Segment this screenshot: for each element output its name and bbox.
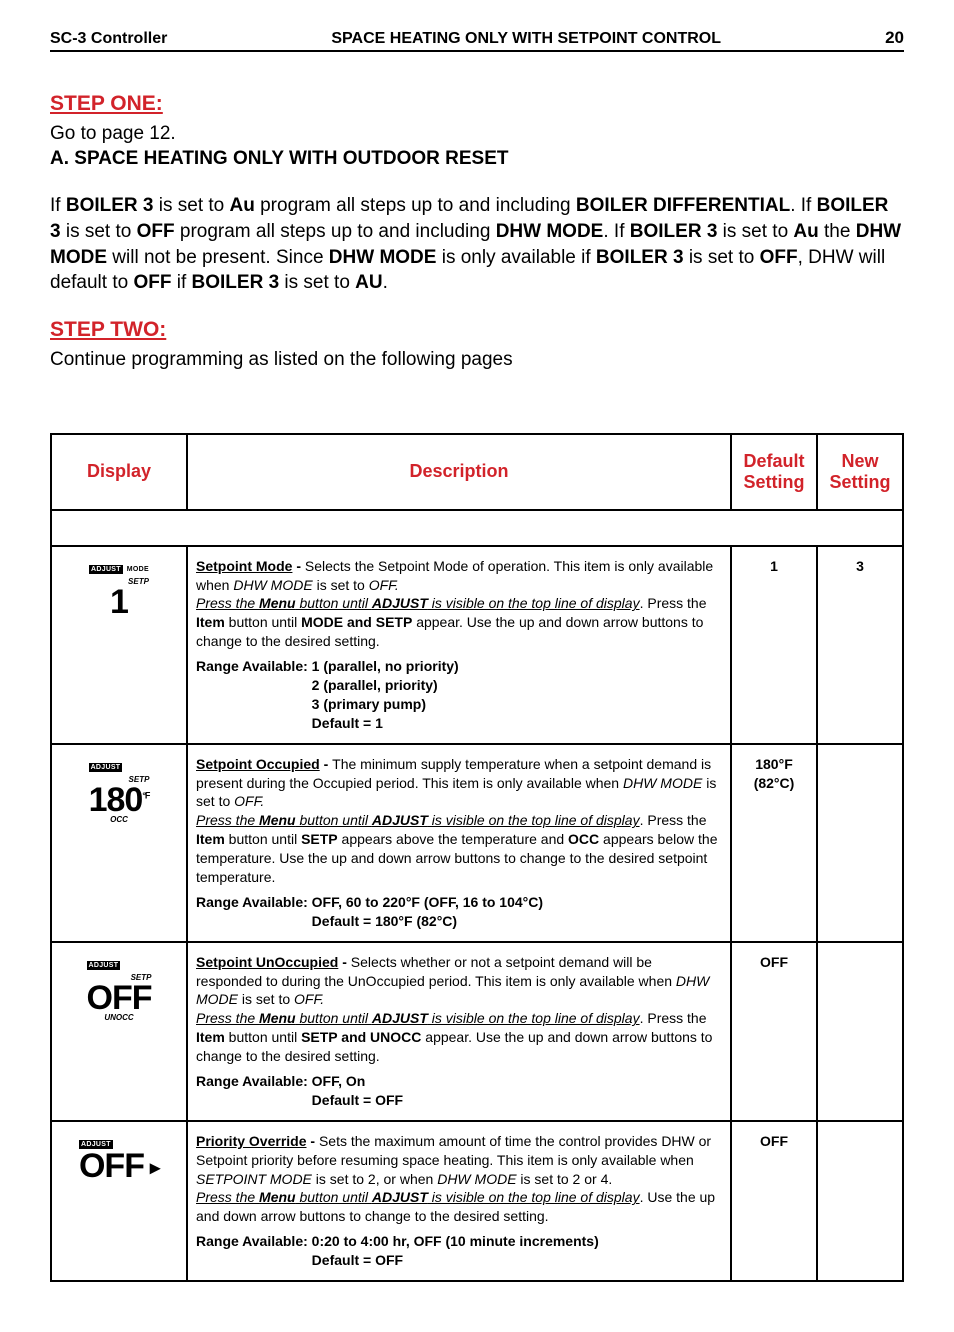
t: BOILER 3 <box>596 247 684 268</box>
t: program all steps up to and including <box>175 221 496 242</box>
description-cell: Setpoint Mode - Selects the Setpoint Mod… <box>187 546 731 744</box>
display-cell: ADJUST MODESETP1 <box>51 546 187 744</box>
new-setting-cell: 3 <box>817 546 903 744</box>
boiler-paragraph: If BOILER 3 is set to Au program all ste… <box>50 193 904 296</box>
default-setting-cell: 1 <box>731 546 817 744</box>
t: Au <box>230 195 255 216</box>
new-setting-cell <box>817 1121 903 1281</box>
table-row: ADJUSTSETPOFFUNOCC Setpoint UnOccupied - … <box>51 942 903 1121</box>
default-setting-cell: 180°F(82°C) <box>731 744 817 942</box>
t: OFF <box>137 221 175 242</box>
display-cell: ADJUSTSETPOFFUNOCC <box>51 942 187 1121</box>
header-page-number: 20 <box>885 28 904 48</box>
t: will not be present. Since <box>107 247 329 268</box>
step-one-heading: STEP ONE: <box>50 92 904 116</box>
t: is set to <box>61 221 137 242</box>
description-cell: Setpoint UnOccupied - Selects whether or… <box>187 942 731 1121</box>
step-one-subhead: A. SPACE HEATING ONLY WITH OUTDOOR RESET <box>50 148 509 169</box>
t: program all steps up to and including <box>255 195 576 216</box>
new-setting-cell <box>817 942 903 1121</box>
t: DHW MODE <box>329 247 437 268</box>
th-display: Display <box>51 434 187 510</box>
manual-page: SC-3 Controller SPACE HEATING ONLY WITH … <box>0 0 954 1332</box>
table-row: ADJUSTSETP180°FOCC Setpoint Occupied - Th… <box>51 744 903 942</box>
lcd-icon: ADJUSTSETP180°FOCC <box>89 755 150 826</box>
page-header: SC-3 Controller SPACE HEATING ONLY WITH … <box>50 28 904 52</box>
t: Au <box>793 221 818 242</box>
t: . <box>383 272 388 293</box>
table-row: ADJUST MODESETP1 Setpoint Mode - Selects … <box>51 546 903 744</box>
new-setting-cell <box>817 744 903 942</box>
t: . If <box>603 221 629 242</box>
t: . If <box>790 195 816 216</box>
step-two-heading: STEP TWO: <box>50 318 904 342</box>
t: OFF <box>133 272 171 293</box>
step-two-body: Continue programming as listed on the fo… <box>50 348 904 373</box>
description-cell: Priority Override - Sets the maximum amo… <box>187 1121 731 1281</box>
display-cell: ADJUSTOFF▸ <box>51 1121 187 1281</box>
t: is set to <box>153 195 229 216</box>
description-cell: Setpoint Occupied - The minimum supply t… <box>187 744 731 942</box>
table-header-row: Display Description Default Setting New … <box>51 434 903 510</box>
th-description: Description <box>187 434 731 510</box>
t: AU <box>355 272 382 293</box>
th-new: New Setting <box>817 434 903 510</box>
table-row: ADJUSTOFF▸ Priority Override - Sets the m… <box>51 1121 903 1281</box>
t: If <box>50 195 66 216</box>
lcd-icon: ADJUST MODESETP1 <box>89 557 149 620</box>
t: BOILER 3 <box>630 221 718 242</box>
step-one-body: Go to page 12. A. SPACE HEATING ONLY WIT… <box>50 122 904 171</box>
t: BOILER 3 <box>192 272 280 293</box>
t: BOILER DIFFERENTIAL <box>576 195 790 216</box>
th-default: Default Setting <box>731 434 817 510</box>
lcd-icon: ADJUSTSETPOFFUNOCC <box>87 953 152 1024</box>
t: if <box>171 272 191 293</box>
t: BOILER 3 <box>66 195 154 216</box>
t: is set to <box>684 247 760 268</box>
t: is set to <box>717 221 793 242</box>
settings-table: Display Description Default Setting New … <box>50 433 904 1282</box>
display-cell: ADJUSTSETP180°FOCC <box>51 744 187 942</box>
t: is set to <box>279 272 355 293</box>
step-one-line1: Go to page 12. <box>50 123 176 144</box>
header-section-title: SPACE HEATING ONLY WITH SETPOINT CONTROL <box>331 30 721 48</box>
header-product: SC-3 Controller <box>50 30 167 48</box>
t: the <box>819 221 856 242</box>
t: OFF <box>760 247 798 268</box>
default-setting-cell: OFF <box>731 942 817 1121</box>
t: is only available if <box>436 247 595 268</box>
default-setting-cell: OFF <box>731 1121 817 1281</box>
t: DHW MODE <box>496 221 604 242</box>
lcd-icon: ADJUSTOFF▸ <box>79 1132 159 1183</box>
